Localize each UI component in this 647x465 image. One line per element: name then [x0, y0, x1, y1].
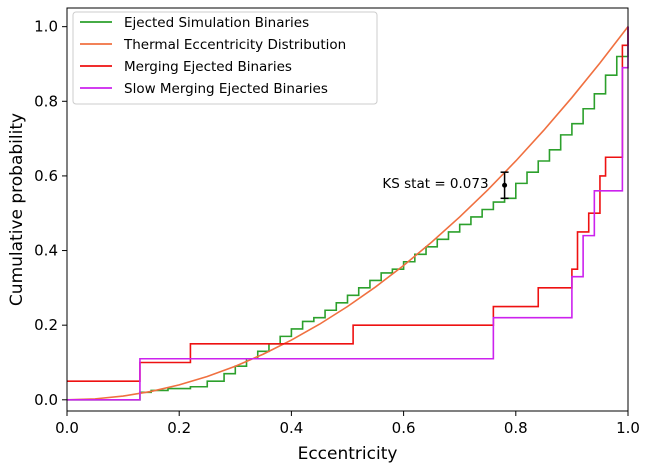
x-tick-label: 0.8 [504, 419, 528, 437]
annotation-layer: KS stat = 0.073 [382, 171, 509, 200]
legend-box [72, 11, 378, 105]
y-axis-label: Cumulative probability [7, 113, 27, 306]
legend-label-ejected-simulation-binaries: Ejected Simulation Binaries [124, 15, 309, 31]
legend-label-thermal-eccentricity-distribution: Thermal Eccentricity Distribution [123, 37, 346, 53]
legend-label-merging-ejected-binaries: Merging Ejected Binaries [124, 59, 292, 75]
y-tick-label: 0.2 [34, 316, 58, 334]
x-axis-label: Eccentricity [298, 444, 398, 464]
x-tick-label: 0.6 [392, 419, 416, 437]
x-tick-label: 0.2 [167, 419, 191, 437]
x-tick-label: 0.0 [55, 419, 79, 437]
ks-point [502, 182, 508, 188]
legend: Ejected Simulation Binaries Thermal Eccen… [72, 11, 378, 105]
legend-label-slow-merging-ejected-binaries: Slow Merging Ejected Binaries [124, 81, 328, 97]
y-tick-label: 0.4 [34, 242, 58, 260]
series-merging-ejected-binaries [67, 26, 629, 382]
y-tick-label: 0.6 [34, 167, 58, 185]
series-thermal-eccentricity-distribution [66, 26, 629, 401]
x-tick-label: 0.4 [279, 419, 303, 437]
x-tick-label: 1.0 [616, 419, 640, 437]
ks-stat-label: KS stat = 0.073 [382, 176, 488, 192]
y-ticks: 0.0 0.2 0.4 0.6 0.8 1.0 [34, 18, 67, 409]
y-tick-label: 0.8 [34, 92, 58, 110]
y-tick-label: 1.0 [34, 18, 58, 36]
y-tick-label: 0.0 [34, 391, 58, 409]
series-layer [66, 26, 629, 401]
series-slow-merging-ejected-binaries [67, 26, 629, 401]
x-ticks: 0.0 0.2 0.4 0.6 0.8 1.0 [55, 411, 640, 437]
plot-frame [66, 7, 629, 412]
